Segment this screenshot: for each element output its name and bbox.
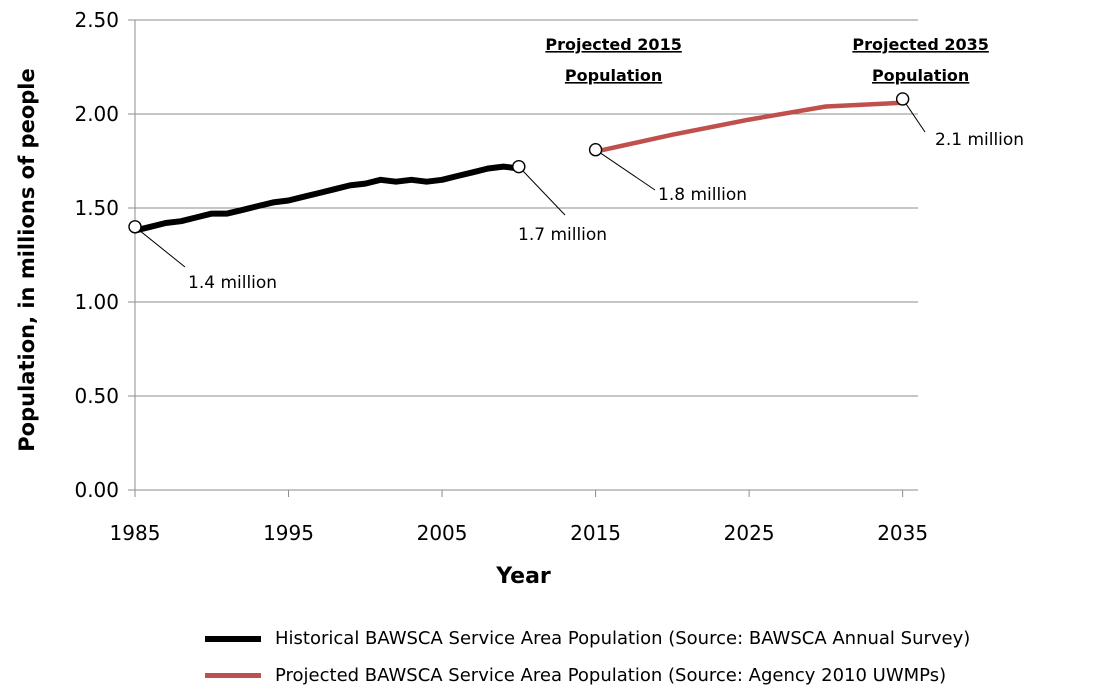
marker-leader-line bbox=[134, 226, 186, 268]
marker-label: 1.7 million bbox=[518, 225, 607, 245]
x-axis-title: Year bbox=[495, 564, 551, 589]
marker-leader-line bbox=[595, 149, 656, 191]
legend-item-historical: Historical BAWSCA Service Area Populatio… bbox=[205, 628, 970, 649]
series-line-projected bbox=[593, 100, 905, 154]
y-tick-label: 2.50 bbox=[74, 8, 119, 32]
x-tick-label: 1985 bbox=[110, 521, 161, 545]
series-line-historical bbox=[132, 163, 522, 234]
x-tick-label: 2025 bbox=[724, 521, 775, 545]
y-tick-label: 1.00 bbox=[74, 290, 119, 314]
legend-item-projected: Projected BAWSCA Service Area Population… bbox=[205, 665, 946, 686]
y-tick-label: 2.00 bbox=[74, 102, 119, 126]
annotation-label: Projected 2035 bbox=[852, 35, 988, 54]
y-tick-label: 0.00 bbox=[74, 478, 119, 502]
x-tick-label: 1995 bbox=[263, 521, 314, 545]
legend-label-projected: Projected BAWSCA Service Area Population… bbox=[275, 665, 947, 686]
y-axis-title: Population, in millions of people bbox=[15, 68, 39, 451]
marker-leader-line bbox=[518, 166, 566, 216]
legend-swatch-historical bbox=[205, 635, 261, 642]
marker-label: 1.4 million bbox=[188, 273, 277, 293]
y-tick-label: 0.50 bbox=[74, 384, 119, 408]
marker-label: 2.1 million bbox=[935, 130, 1024, 150]
x-tick-label: 2005 bbox=[417, 521, 468, 545]
data-point-marker bbox=[895, 92, 910, 106]
marker-label: 1.8 million bbox=[658, 185, 747, 205]
legend-label-historical: Historical BAWSCA Service Area Populatio… bbox=[275, 628, 971, 649]
data-point-marker bbox=[588, 143, 603, 157]
data-point-marker bbox=[512, 159, 526, 174]
annotation-label: Projected 2015 bbox=[545, 35, 681, 54]
data-point-marker bbox=[128, 220, 142, 234]
legend-swatch-projected bbox=[205, 673, 261, 678]
y-tick-label: 1.50 bbox=[74, 196, 119, 220]
annotation-label: Population bbox=[872, 66, 969, 85]
chart-plot: 0.00 0.50 1.00 1.50 2.00 2.50 1985 1995 2005 2015… bbox=[15, 8, 1024, 589]
annotation-label: Population bbox=[565, 66, 662, 85]
x-tick-label: 2015 bbox=[570, 521, 621, 545]
x-tick-label: 2035 bbox=[877, 521, 928, 545]
